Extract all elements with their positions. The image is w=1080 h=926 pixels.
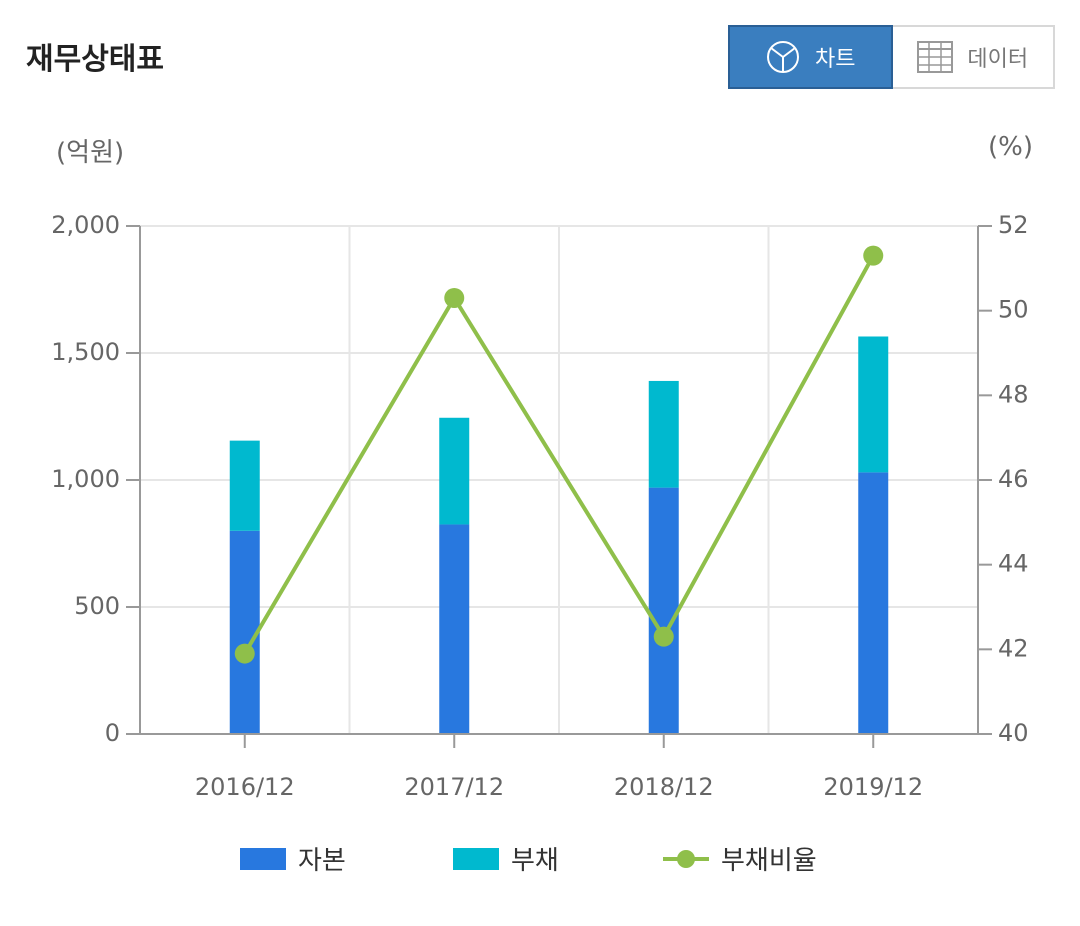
right-axis-tick-label: 52 [998, 211, 1029, 239]
right-axis-tick-label: 40 [998, 719, 1029, 747]
x-axis-tick-label: 2018/12 [614, 773, 714, 801]
bar-capital [858, 472, 889, 734]
pie-chart-icon [767, 41, 799, 73]
data-view-label: 데이터 [967, 47, 1029, 72]
table-icon [917, 41, 954, 73]
legend-label-capital: 자본 [298, 846, 346, 876]
ratio-point [444, 287, 465, 308]
bar-debt [648, 380, 679, 488]
legend-swatch-capital [240, 847, 286, 870]
ratio-point [234, 643, 255, 664]
bar-debt [229, 440, 260, 531]
x-axis-tick-label: 2016/12 [195, 773, 295, 801]
data-view-button[interactable]: 데이터 [892, 25, 1055, 89]
left-axis-tick-label: 2,000 [51, 211, 120, 239]
x-axis-tick-label: 2017/12 [404, 773, 504, 801]
page-title: 재무상태표 [26, 42, 164, 77]
chart-view-label: 차트 [815, 47, 856, 72]
bar-debt [439, 417, 470, 525]
ratio-point [653, 626, 674, 647]
right-axis-unit: (%) [988, 132, 1033, 162]
left-axis-unit: (억원) [56, 138, 125, 168]
right-axis-tick-label: 50 [998, 296, 1029, 324]
bar-capital [229, 530, 260, 734]
left-axis-tick-label: 500 [74, 592, 120, 620]
financial-chart: 0 500 1,000 1,500 2,000 40 42 44 46 48 50 52 2016/12… [51, 211, 1029, 801]
right-axis-tick-label: 46 [998, 465, 1029, 493]
bar-debt [858, 336, 889, 473]
left-axis-tick-label: 1,500 [51, 338, 120, 366]
legend-label-ratio: 부채비율 [721, 846, 817, 876]
legend-swatch-ratio [663, 849, 709, 868]
chart-legend: 자본 부채 부채비율 [0, 840, 1080, 880]
view-toggle: 차트 데이터 [728, 25, 1055, 89]
ratio-line [243, 254, 876, 655]
bar-capital [648, 487, 679, 734]
right-axis-tick-label: 42 [998, 634, 1029, 662]
x-axis-tick-label: 2019/12 [823, 773, 923, 801]
legend-item-debt[interactable]: 부채 [453, 840, 559, 877]
left-axis-tick-label: 0 [105, 719, 120, 747]
legend-label-debt: 부채 [511, 846, 559, 876]
left-axis-tick-label: 1,000 [51, 465, 120, 493]
legend-item-capital[interactable]: 자본 [240, 840, 346, 877]
ratio-point [863, 245, 884, 266]
right-axis-tick-label: 48 [998, 380, 1029, 408]
legend-item-ratio[interactable]: 부채비율 [663, 840, 817, 877]
chart-view-button[interactable]: 차트 [728, 25, 893, 89]
bar-capital [439, 524, 470, 734]
legend-swatch-debt [453, 847, 499, 870]
right-axis-tick-label: 44 [998, 550, 1029, 578]
